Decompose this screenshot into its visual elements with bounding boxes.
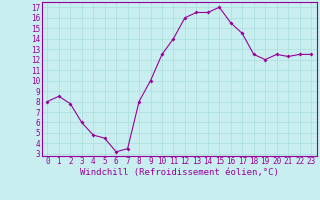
X-axis label: Windchill (Refroidissement éolien,°C): Windchill (Refroidissement éolien,°C) [80, 168, 279, 177]
